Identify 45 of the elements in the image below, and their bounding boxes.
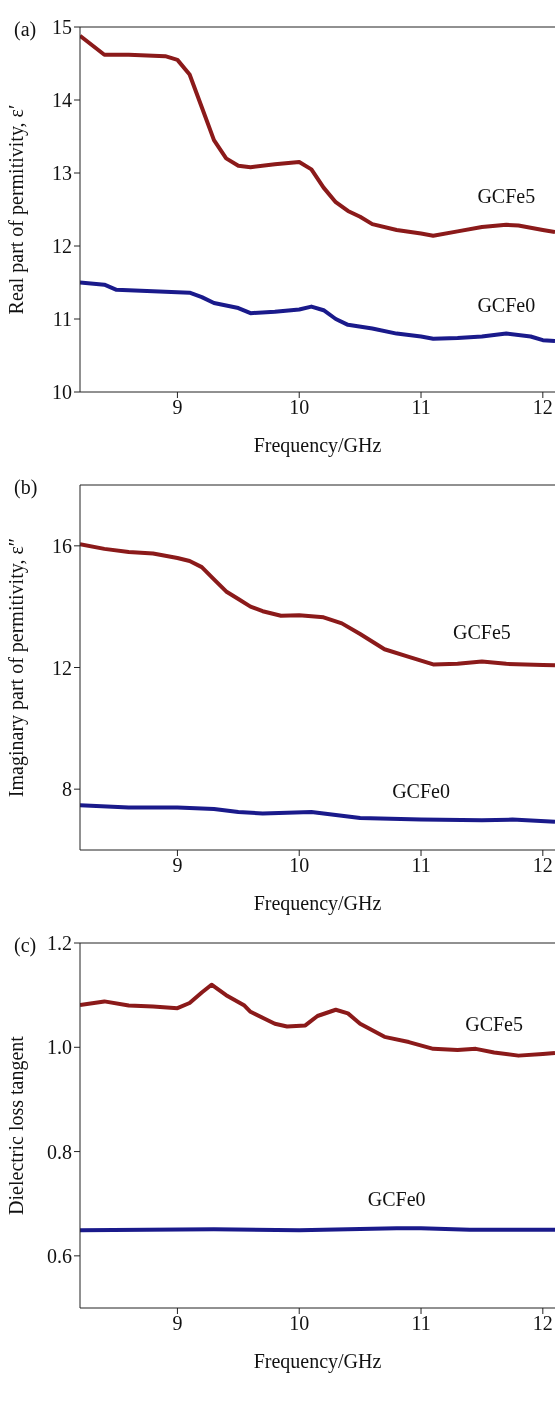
- x-tick-label: 11: [411, 396, 431, 419]
- line-series: [80, 280, 555, 343]
- x-tick-label: 11: [411, 1312, 431, 1335]
- x-tick-label: 9: [172, 396, 183, 419]
- text: (c): [14, 934, 37, 957]
- text: (a): [14, 18, 37, 41]
- x-tick-label: 10: [289, 1312, 310, 1335]
- x-tick-label: 10: [289, 396, 310, 419]
- y-tick-label: 12: [52, 235, 72, 258]
- x-axis-title: Frequency/GHz: [253, 892, 382, 915]
- y-tick-label: 11: [52, 308, 72, 331]
- line-series: [80, 982, 555, 1058]
- series-label: GCFe0: [477, 293, 536, 316]
- line-series: [80, 803, 555, 824]
- y-tick-label: 12: [52, 656, 72, 679]
- x-tick-label: 12: [532, 854, 553, 877]
- y-axis-title: Imaginary part of permitivity, ε″: [5, 537, 29, 798]
- y-tick-label: 1.2: [47, 932, 72, 955]
- y-tick-label: 16: [52, 534, 72, 557]
- x-tick-label: 12: [532, 396, 553, 419]
- line-series: [80, 33, 555, 238]
- y-tick-label: 0.8: [47, 1140, 72, 1163]
- x-tick-label: 11: [411, 854, 431, 877]
- y-tick-label: 15: [52, 16, 72, 39]
- series-label: GCFe0: [367, 1188, 426, 1211]
- y-tick-label: 0.6: [47, 1244, 72, 1267]
- x-axis-title: Frequency/GHz: [253, 434, 382, 457]
- text: (b): [14, 476, 38, 499]
- y-axis-title: Dielectric loss tangent: [5, 1035, 29, 1215]
- y-axis-title: Real part of permitivity, ε′: [5, 104, 29, 315]
- x-tick-label: 9: [172, 854, 183, 877]
- x-axis-title: Frequency/GHz: [253, 1350, 382, 1373]
- x-tick-label: 10: [289, 854, 310, 877]
- series-label: GCFe5: [453, 621, 511, 644]
- y-tick-label: 8: [62, 778, 72, 801]
- y-tick-label: 1.0: [47, 1036, 72, 1059]
- series-label: GCFe5: [477, 184, 536, 207]
- series-label: GCFe5: [465, 1012, 523, 1035]
- series-label: GCFe0: [392, 779, 450, 802]
- y-tick-label: 10: [52, 381, 72, 404]
- y-tick-label: 14: [52, 89, 72, 112]
- x-tick-label: 12: [532, 1312, 553, 1335]
- x-tick-label: 9: [172, 1312, 183, 1335]
- y-tick-label: 13: [52, 162, 72, 185]
- line-series: [80, 542, 555, 668]
